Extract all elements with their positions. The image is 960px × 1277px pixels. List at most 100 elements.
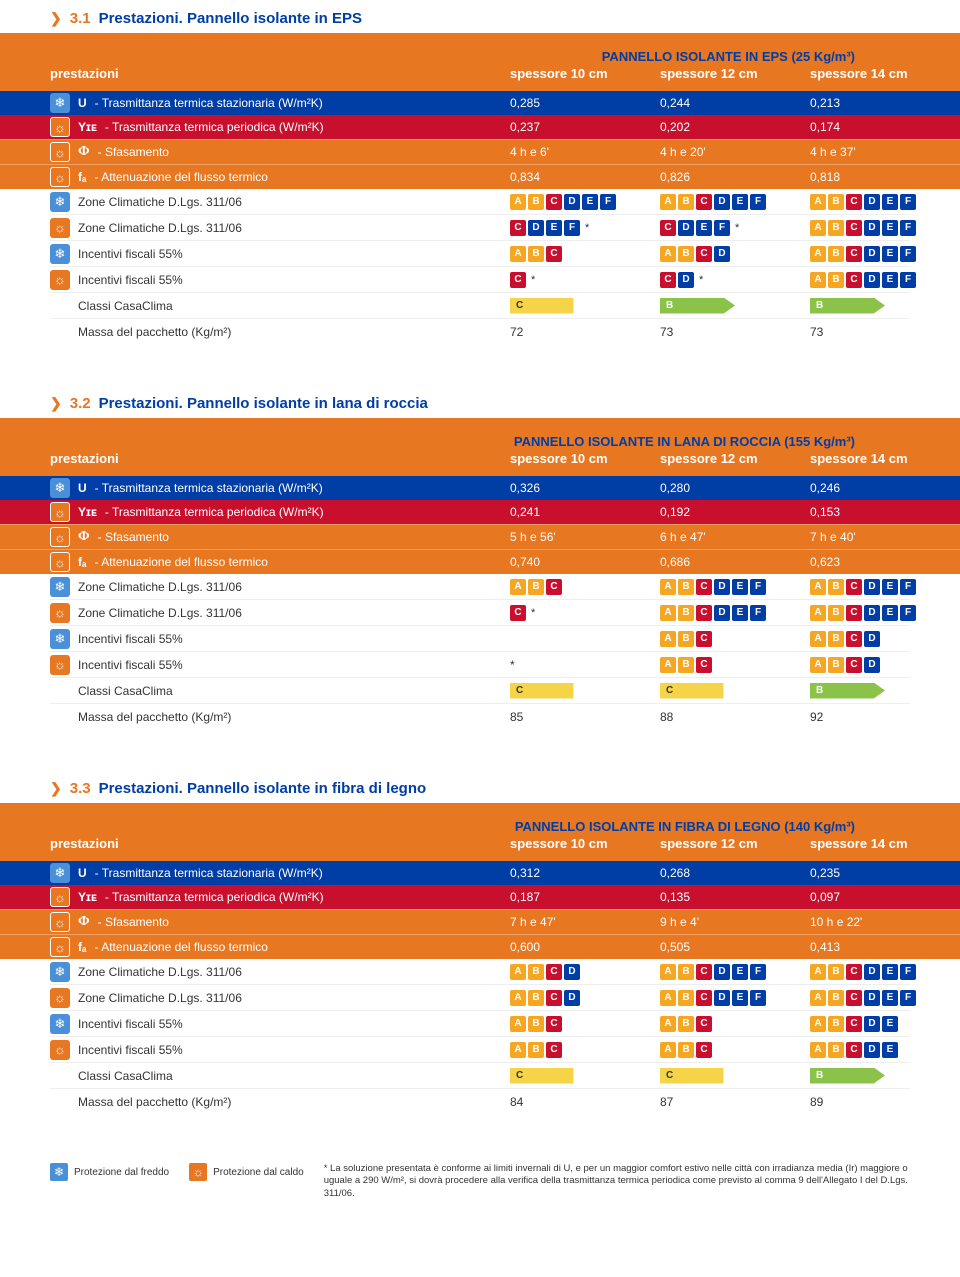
col-header: spessore 14 cm xyxy=(810,836,960,851)
data-row: Classi CasaClimaCCB xyxy=(50,1063,910,1089)
zone-F: F xyxy=(900,220,916,236)
row-label: ☼fₐ - Attenuazione del flusso termico xyxy=(50,167,510,187)
zone-badges: ABC xyxy=(510,1016,660,1032)
zone-B: B xyxy=(528,579,544,595)
snowflake-icon: ❄ xyxy=(50,863,70,883)
cell: ABCDEF xyxy=(810,964,960,980)
row-label: ❄Incentivi fiscali 55% xyxy=(50,629,510,649)
snowflake-icon: ❄ xyxy=(50,1014,70,1034)
data-row: ☼Incentivi fiscali 55%*ABCABCD xyxy=(50,652,910,678)
data-row: ☼fₐ - Attenuazione del flusso termico0,6… xyxy=(0,934,960,959)
row-key: U xyxy=(78,866,87,880)
row-desc: - Attenuazione del flusso termico xyxy=(95,940,268,954)
cell-value: 0,600 xyxy=(510,940,660,954)
zone-B: B xyxy=(528,1016,544,1032)
zone-A: A xyxy=(810,272,826,288)
zone-E: E xyxy=(882,1016,898,1032)
zone-D: D xyxy=(714,605,730,621)
zone-badges: ABCD xyxy=(510,964,660,980)
col-label: prestazioni xyxy=(50,836,510,851)
zone-D: D xyxy=(714,579,730,595)
row-desc: - Trasmittanza termica stazionaria (W/m²… xyxy=(95,866,323,880)
chevron-icon: ❯ xyxy=(50,395,62,412)
snowflake-icon: ❄ xyxy=(50,1163,68,1181)
row-label: ❄Zone Climatiche D.Lgs. 311/06 xyxy=(50,962,510,982)
data-row: ☼Φ - Sfasamento5 h e 56'6 h e 47'7 h e 4… xyxy=(0,524,960,549)
cell: 72 xyxy=(510,325,660,339)
cell-value: 0,623 xyxy=(810,555,960,569)
row-text: Classi CasaClima xyxy=(78,684,173,698)
zone-A: A xyxy=(810,220,826,236)
data-row: ☼Zone Climatiche D.Lgs. 311/06CDEF*CDEF*… xyxy=(50,215,910,241)
data-row: ☼Yɪᴇ - Trasmittanza termica periodica (W… xyxy=(0,115,960,139)
cell-value: 0,326 xyxy=(510,481,660,495)
cell: ABCDE xyxy=(810,1016,960,1032)
cell: CDEF* xyxy=(660,220,810,236)
zone-F: F xyxy=(750,990,766,1006)
zone-D: D xyxy=(678,220,694,236)
data-row: ❄Incentivi fiscali 55%ABCABCDABCDEF xyxy=(50,241,910,267)
data-row: Massa del pacchetto (Kg/m²)727373 xyxy=(50,319,910,345)
zone-A: A xyxy=(510,579,526,595)
row-label: ☼Φ - Sfasamento xyxy=(50,912,510,932)
chevron-icon: ❯ xyxy=(50,780,62,797)
section-3.3: ❯ 3.3 Prestazioni. Pannello isolante in … xyxy=(0,770,960,1125)
zone-badges: ABCDEF xyxy=(810,272,960,288)
zone-A: A xyxy=(810,605,826,621)
row-text: Classi CasaClima xyxy=(78,1069,173,1083)
row-label: ☼Zone Climatiche D.Lgs. 311/06 xyxy=(50,603,510,623)
zone-C: C xyxy=(510,272,526,288)
sun-icon: ☼ xyxy=(50,937,70,957)
row-label: ❄U - Trasmittanza termica stazionaria (W… xyxy=(50,93,510,113)
sun-icon: ☼ xyxy=(50,142,70,162)
zone-E: E xyxy=(882,964,898,980)
zone-C: C xyxy=(660,220,676,236)
table-title: PANNELLO ISOLANTE IN LANA DI ROCCIA (155… xyxy=(50,434,910,449)
column-headers: prestazionispessore 10 cmspessore 12 cms… xyxy=(50,836,910,851)
zone-D: D xyxy=(564,194,580,210)
zone-D: D xyxy=(714,246,730,262)
data-row: Massa del pacchetto (Kg/m²)858892 xyxy=(50,704,910,730)
zone-badges: ABCD xyxy=(660,246,810,262)
zone-D: D xyxy=(864,1016,880,1032)
sun-icon: ☼ xyxy=(50,502,70,522)
zone-B: B xyxy=(828,1042,844,1058)
zone-B: B xyxy=(678,990,694,1006)
casaclima-badge: B xyxy=(810,298,885,314)
row-desc: - Sfasamento xyxy=(98,530,169,544)
zone-A: A xyxy=(510,990,526,1006)
cell: ABC xyxy=(510,579,660,595)
zone-B: B xyxy=(828,579,844,595)
cell-value: 5 h e 56' xyxy=(510,530,660,544)
white-rows: ❄Zone Climatiche D.Lgs. 311/06ABCABCDEFA… xyxy=(0,574,960,740)
zone-C: C xyxy=(696,1042,712,1058)
zone-B: B xyxy=(828,1016,844,1032)
row-desc: - Trasmittanza termica periodica (W/m²K) xyxy=(105,505,324,519)
cell-value: 0,826 xyxy=(660,170,810,184)
cell-value: 0,818 xyxy=(810,170,960,184)
column-headers: prestazionispessore 10 cmspessore 12 cms… xyxy=(50,451,910,466)
row-label: Massa del pacchetto (Kg/m²) xyxy=(50,325,510,339)
zone-E: E xyxy=(732,605,748,621)
row-text: Massa del pacchetto (Kg/m²) xyxy=(78,325,231,339)
zone-F: F xyxy=(900,990,916,1006)
zone-E: E xyxy=(882,579,898,595)
cell-value: 4 h e 20' xyxy=(660,145,810,159)
cell-value: 0,413 xyxy=(810,940,960,954)
row-text: Zone Climatiche D.Lgs. 311/06 xyxy=(78,606,242,620)
zone-C: C xyxy=(846,990,862,1006)
row-label: ❄Incentivi fiscali 55% xyxy=(50,244,510,264)
row-desc: - Sfasamento xyxy=(98,915,169,929)
cell-value: 0,268 xyxy=(660,866,810,880)
cell: ABC xyxy=(660,657,810,673)
zone-B: B xyxy=(678,631,694,647)
cell-value: 4 h e 6' xyxy=(510,145,660,159)
zone-B: B xyxy=(828,272,844,288)
zone-F: F xyxy=(750,964,766,980)
data-row: ☼Yɪᴇ - Trasmittanza termica periodica (W… xyxy=(0,885,960,909)
snowflake-icon: ❄ xyxy=(50,577,70,597)
zone-badges: ABCDEF xyxy=(660,990,810,1006)
row-key: Φ xyxy=(78,144,90,160)
col-header: spessore 14 cm xyxy=(810,66,960,81)
col-header: spessore 10 cm xyxy=(510,451,660,466)
